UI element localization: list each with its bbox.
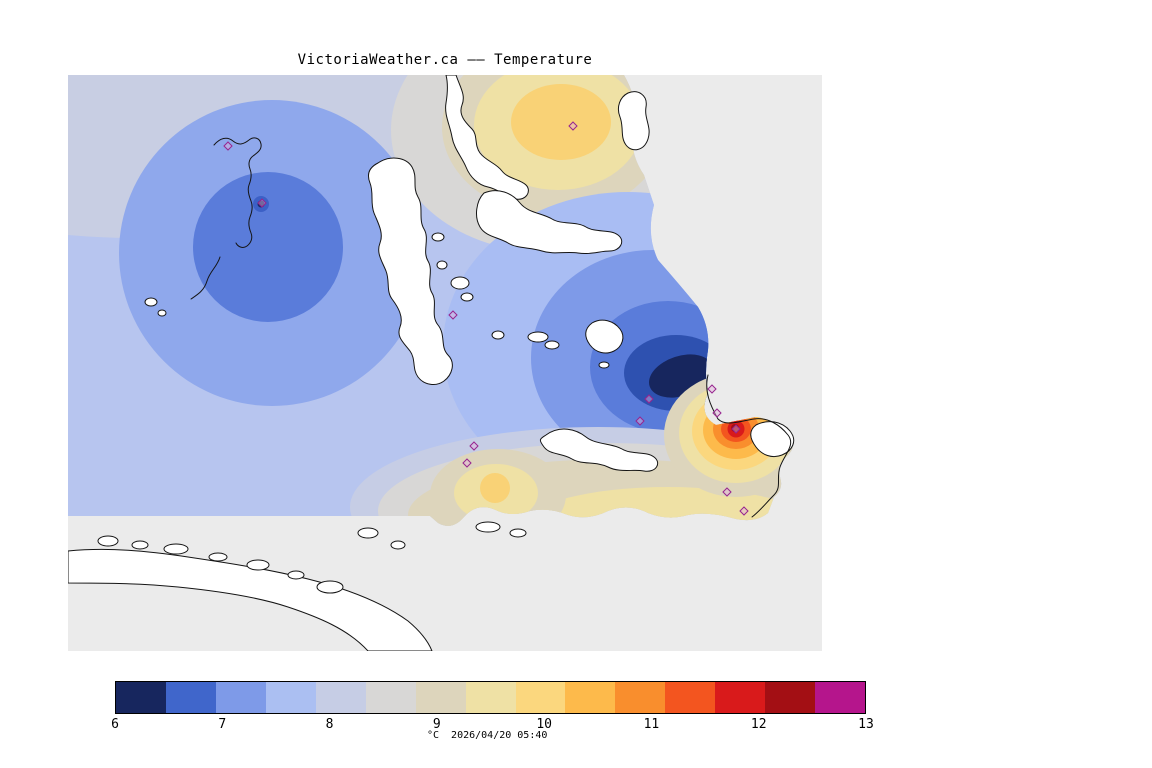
lake [144,297,158,307]
coastline-land-shapes [67,74,795,652]
colorbar-cell [365,682,416,713]
colorbar-cell [715,682,766,713]
islet [163,543,189,555]
colorbar [115,681,866,714]
station-marker [462,458,472,468]
colorbar-cell [665,682,716,713]
colorbar-caption: °C 2026/04/20 05:40 [427,730,547,741]
islet [246,559,270,571]
station-marker [644,394,654,404]
colorbar-cell [515,682,566,713]
colorbar-cell [565,682,616,713]
colorbar-unit-label: °C [427,730,440,741]
land-top-archipelago-west [445,74,529,200]
station-marker [712,408,722,418]
colorbar-ticks: 6 7 8 9 10 11 12 13 [111,717,874,733]
east-coastline [706,374,792,518]
islet [431,232,445,242]
station-marker [223,141,233,151]
temperature-map [67,74,822,652]
contour-band-north-gold [511,84,611,160]
colorbar-tick-label: 10 [536,717,552,732]
colorbar-cell [116,682,166,713]
colorbar-tick-label: 9 [432,717,441,732]
islet [475,521,501,533]
islet [287,570,305,580]
islet [450,276,470,290]
land-central-peninsula [367,157,453,385]
station-marker [448,310,458,320]
station-markers [223,121,749,516]
colorbar-tick-label: 11 [643,717,660,732]
islet [544,340,560,350]
colorbar-tick-label: 13 [858,717,874,732]
station-marker [635,416,645,426]
station-marker [257,198,267,208]
colorbar-cell [165,682,216,713]
saanich-inlet-coastline [213,137,262,248]
strait-of-juan-de-fuca [67,548,433,652]
islet [491,330,505,340]
colorbar-cell [265,682,316,713]
land-top-archipelago-east [617,91,650,151]
station-marker [568,121,578,131]
colorbar-cell [765,682,816,713]
islet [97,535,119,547]
colorbar-tick-label: 8 [325,717,334,732]
land-top-archipelago-south [476,190,623,255]
island-in-cold-core [585,319,624,354]
strait-band-south [539,428,659,472]
warm-blob-sw-gold [480,473,510,503]
station-marker [731,424,741,434]
islet [208,552,228,562]
station-marker [722,487,732,497]
colorbar-tick-label: 7 [218,717,227,732]
islet [527,331,549,343]
contour-band-west-blue [193,172,343,322]
colorbar-cell [465,682,516,713]
colorbar-tick-label: 12 [750,717,767,732]
islet [357,527,379,539]
page-title: VictoriaWeather.ca —— Temperature [297,52,593,68]
colorbar-tick-label: 6 [111,717,119,732]
islet [390,540,406,550]
islet [436,260,448,270]
station-marker [707,384,717,394]
colorbar-cell [815,682,866,713]
islet [460,292,474,302]
colorbar-cell [615,682,666,713]
inlet-arm-coastline [190,256,221,300]
colorbar-cell [415,682,466,713]
colorbar-cell [215,682,266,713]
station-marker [469,441,479,451]
islet [316,580,344,594]
station-marker [739,506,749,516]
map-container [67,74,822,652]
islet [598,361,610,369]
timestamp-label: 2026/04/20 05:40 [451,730,548,741]
coastline-lines [190,137,792,518]
islet [131,540,149,550]
colorbar-cell [315,682,366,713]
lake [157,309,167,317]
strait-east-of-warm-core [750,421,795,458]
islet [509,528,527,538]
